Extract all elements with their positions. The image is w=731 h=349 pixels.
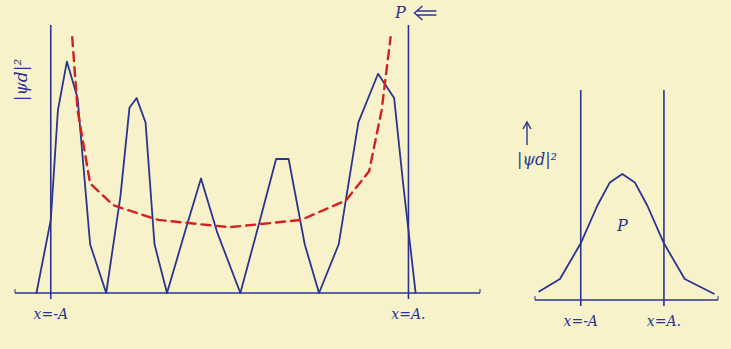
tick-label: x=A. bbox=[647, 313, 681, 329]
arrow bbox=[526, 123, 527, 145]
series-group bbox=[36, 37, 415, 293]
turning-point-line bbox=[50, 25, 52, 299]
tick-label: x=-A bbox=[564, 313, 598, 329]
x-axis bbox=[535, 299, 718, 301]
quantum-probability bbox=[539, 174, 714, 294]
series-group bbox=[539, 174, 714, 294]
quantum-probability bbox=[36, 62, 415, 293]
arrow bbox=[414, 6, 436, 20]
y-label: |ψd|² bbox=[517, 150, 557, 169]
turning-point-line bbox=[663, 90, 665, 306]
annotation: P bbox=[394, 3, 406, 22]
range-end bbox=[718, 296, 719, 300]
range-end bbox=[480, 289, 481, 293]
sketch: x=-A x=A. |ψd|² Px=-A x=A. |ψd|² P bbox=[0, 0, 731, 349]
classical-probability bbox=[72, 37, 390, 227]
x-axis bbox=[15, 292, 480, 294]
range-end bbox=[535, 296, 536, 300]
range-end bbox=[15, 289, 16, 293]
panel: x=-A x=A. |ψd|² P bbox=[11, 3, 480, 322]
tick-label: x=A. bbox=[391, 306, 425, 322]
turning-point-line bbox=[408, 25, 410, 299]
panel: x=-A x=A. |ψd|² P bbox=[517, 90, 718, 329]
turning-point-line bbox=[580, 90, 582, 306]
y-label: |ψd|² bbox=[11, 59, 31, 102]
annotation: P bbox=[616, 216, 628, 235]
arrow-head bbox=[523, 122, 531, 129]
tick-label: x=-A bbox=[34, 306, 68, 322]
